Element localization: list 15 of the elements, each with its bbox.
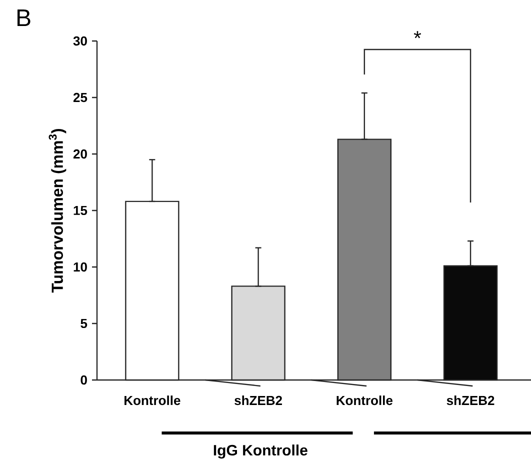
y-axis-title: Tumorvolumen (mm$^{3}$) [48, 128, 66, 293]
x-tick-label: shZEB2 [234, 396, 282, 406]
y-tick-label: 30 [73, 36, 87, 46]
x-tick-label: Kontrolle [336, 396, 392, 406]
y-tick-label: 20 [73, 149, 87, 159]
y-tick-label: 15 [74, 206, 88, 216]
x-tick-label: Kontrolle [124, 396, 180, 406]
y-tick-label: 0 [80, 375, 87, 385]
y-tick-label: 25 [73, 92, 88, 102]
text: * [414, 31, 422, 38]
text: IgG Kontrolle [214, 444, 308, 459]
text: B [18, 10, 30, 26]
y-tick-label: 5 [80, 318, 88, 328]
x-tick-label: shZEB2 [446, 396, 494, 406]
y-tick-label: 10 [74, 262, 87, 272]
